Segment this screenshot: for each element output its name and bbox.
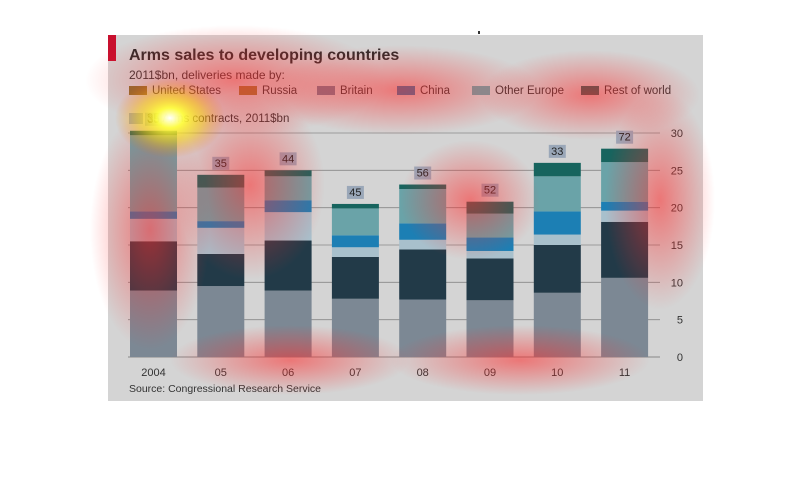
y-tick-label: 25 bbox=[671, 165, 683, 177]
chart-card: Arms sales to developing countries 2011$… bbox=[108, 35, 703, 401]
bar-segment bbox=[331, 256, 379, 299]
contracts-marker-swatch bbox=[129, 113, 143, 125]
top-tick-mark bbox=[478, 31, 480, 34]
bar-segment bbox=[130, 130, 177, 136]
contracts-marker-value: 45 bbox=[349, 187, 361, 199]
contracts-marker-value: 56 bbox=[417, 168, 429, 180]
bar-segment bbox=[601, 221, 649, 278]
bar-segment bbox=[533, 211, 581, 235]
bar-segment bbox=[264, 176, 312, 201]
bar-segment bbox=[533, 234, 581, 245]
contracts-marker-value: 52 bbox=[484, 185, 496, 197]
bar-segment bbox=[130, 211, 177, 219]
bar-segment bbox=[197, 174, 245, 188]
bar-segment bbox=[466, 201, 514, 214]
x-tick-label: 09 bbox=[484, 367, 496, 379]
y-tick-label: 15 bbox=[671, 240, 683, 252]
bar-segment bbox=[466, 213, 514, 238]
bar-segment bbox=[466, 250, 514, 259]
y-tick-label: 10 bbox=[671, 277, 683, 289]
bar-segment bbox=[197, 221, 245, 228]
bar-segment bbox=[331, 208, 379, 236]
bar-segment bbox=[399, 239, 447, 250]
bar-segment bbox=[466, 300, 514, 357]
contracts-marker-box bbox=[548, 144, 566, 158]
contracts-marker-value: 35 bbox=[215, 158, 227, 170]
bar-segment bbox=[331, 247, 379, 257]
bar-segment bbox=[331, 235, 379, 248]
x-tick-label: 11 bbox=[619, 367, 630, 379]
contracts-marker-value: 44 bbox=[282, 153, 294, 165]
bar-segment bbox=[533, 176, 581, 212]
x-tick-label: 10 bbox=[551, 367, 563, 379]
chart-source: Source: Congressional Research Service bbox=[129, 383, 322, 395]
bar-segment bbox=[399, 249, 447, 300]
y-tick-label: 5 bbox=[677, 315, 683, 327]
bar-segment bbox=[197, 187, 245, 222]
y-tick-label: 0 bbox=[677, 352, 683, 364]
bar-segment bbox=[197, 286, 245, 357]
stacked-bar-chart: 0510152025302004350535064407450856095210… bbox=[128, 112, 683, 379]
contracts-marker-value: 35 bbox=[147, 113, 160, 125]
x-tick-label: 2004 bbox=[141, 367, 165, 379]
bar-segment bbox=[130, 241, 177, 291]
bar-segment bbox=[331, 298, 379, 357]
bar-segment bbox=[399, 223, 447, 240]
contracts-marker-box bbox=[346, 185, 364, 199]
bar-segment bbox=[264, 212, 312, 241]
bar-segment bbox=[601, 201, 649, 211]
x-tick-label: 05 bbox=[215, 367, 227, 379]
y-tick-label: 20 bbox=[671, 203, 683, 215]
bar-segment bbox=[533, 162, 581, 177]
bar-segment bbox=[130, 290, 177, 357]
bar-segment bbox=[601, 162, 649, 202]
bar-segment bbox=[466, 237, 514, 251]
contracts-note-label: Arms contracts, 2011$bn bbox=[162, 113, 290, 125]
bar-segment bbox=[264, 200, 312, 213]
contracts-marker-value: 33 bbox=[551, 146, 563, 158]
y-tick-label: 30 bbox=[671, 128, 683, 140]
bar-segment bbox=[197, 227, 245, 254]
x-tick-label: 06 bbox=[282, 367, 294, 379]
bar-segment bbox=[197, 253, 245, 287]
bar-segment bbox=[466, 258, 514, 301]
bar-segment bbox=[331, 203, 379, 209]
x-tick-label: 08 bbox=[417, 367, 429, 379]
bar-segment bbox=[601, 148, 649, 163]
bar-segment bbox=[264, 240, 312, 291]
bar-segment bbox=[130, 135, 177, 212]
x-tick-label: 07 bbox=[349, 367, 361, 379]
bar-segment bbox=[399, 184, 447, 189]
bar-segment bbox=[601, 210, 649, 222]
bar-segment bbox=[264, 290, 312, 357]
bar-segment bbox=[399, 299, 447, 357]
bar-segment bbox=[264, 170, 312, 177]
contracts-note: 35 Arms contracts, 2011$bn bbox=[129, 113, 289, 125]
bar-segment bbox=[533, 245, 581, 293]
bar-segment bbox=[399, 189, 447, 224]
bar-segment bbox=[130, 218, 177, 242]
bar-segment bbox=[533, 292, 581, 357]
contracts-marker-value: 72 bbox=[618, 132, 630, 144]
bar-segment bbox=[601, 277, 649, 357]
